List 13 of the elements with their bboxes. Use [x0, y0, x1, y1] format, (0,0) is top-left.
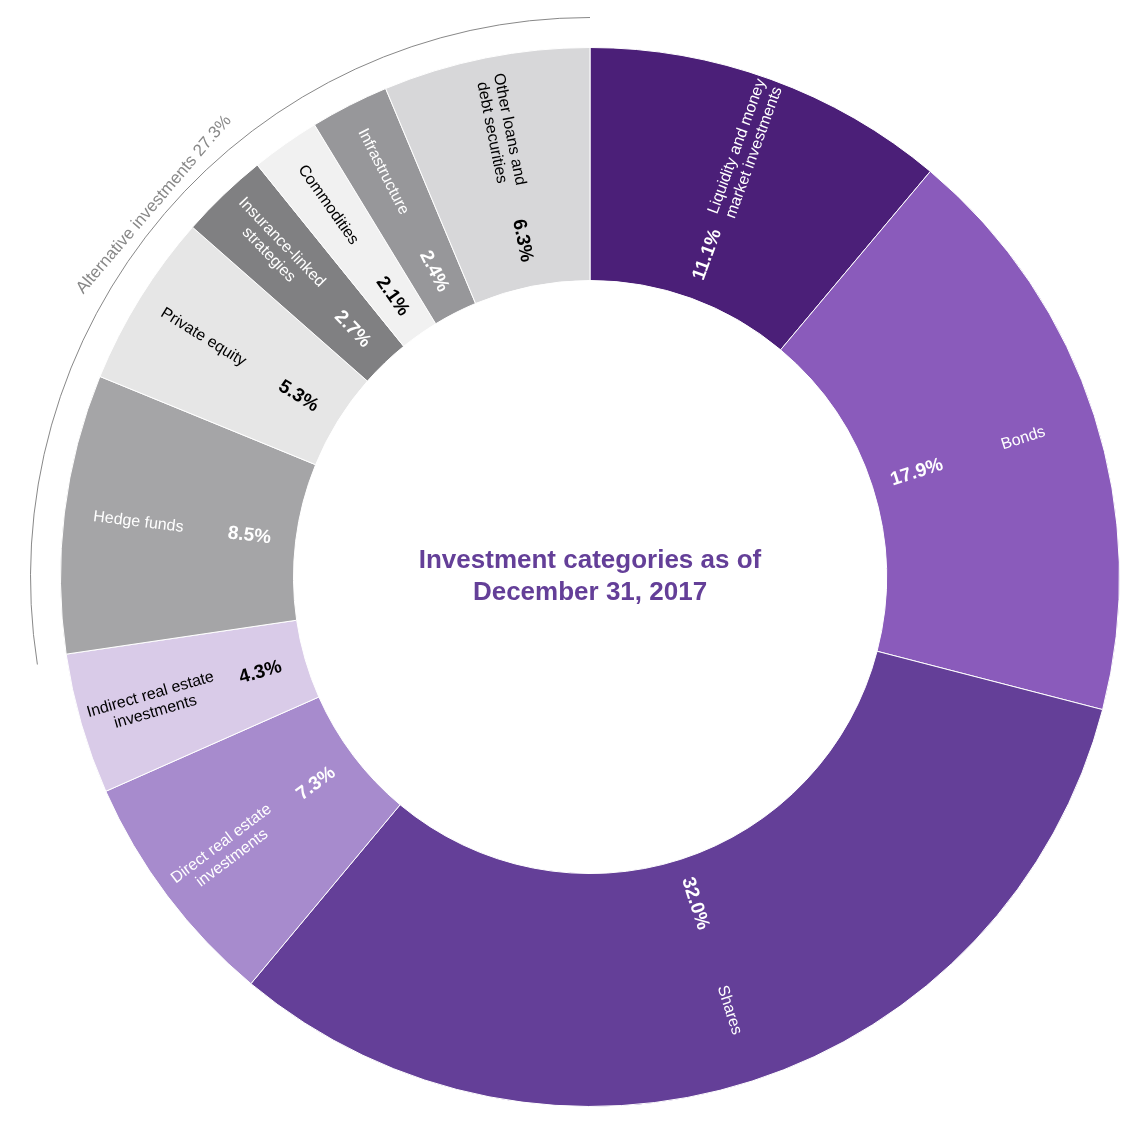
data-label: 5.3% [275, 374, 324, 416]
slice-label: Other loans and debt securities [474, 71, 530, 187]
slice-label: Hedge funds [92, 507, 185, 535]
data-label: 17.9% [887, 452, 946, 490]
data-label: 6.3% [509, 217, 539, 264]
data-label: 2.4% [416, 246, 455, 295]
data-label: 32.0% [678, 874, 715, 933]
data-label: 8.5% [226, 521, 273, 548]
text: Investment categories as of December 31, 2017 [418, 544, 762, 607]
data-label: 11.1% [687, 225, 726, 283]
slice-label: Shares [714, 983, 747, 1037]
data-label: 4.3% [236, 654, 284, 688]
slice-label: Bonds [998, 422, 1048, 453]
